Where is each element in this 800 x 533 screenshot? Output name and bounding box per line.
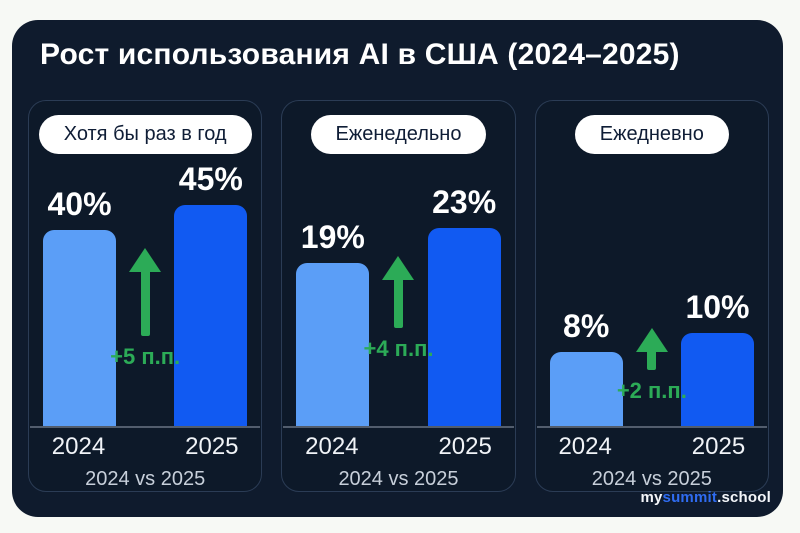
- delta-label: +4 п.п.: [363, 336, 434, 361]
- growth-annotation: +4 п.п.: [363, 256, 433, 362]
- bar-value-2025: 10%: [685, 289, 750, 325]
- bar-value-2025: 45%: [178, 161, 243, 197]
- bar-group-2024: 40%: [43, 186, 116, 426]
- bar-group-2024: 8%: [549, 308, 623, 426]
- growth-arrow-icon: [129, 248, 162, 336]
- panel-daily-label: Ежедневно: [599, 123, 704, 145]
- growth-annotation: +2 п.п.: [617, 328, 687, 404]
- x-tick-2025: 2025: [691, 433, 746, 460]
- x-tick-2025: 2025: [438, 433, 492, 460]
- logo-prefix: my: [640, 489, 663, 506]
- panel-daily: Ежедневно 8% 10%: [534, 100, 769, 492]
- bar-group-2025: 45%: [174, 161, 248, 426]
- growth-arrow-icon: [382, 256, 415, 328]
- panels-row: Хотя бы раз в год 40% 45%: [28, 100, 769, 492]
- panel-daily-pill: Ежедневно: [574, 115, 729, 154]
- x-tick-2024: 2024: [51, 433, 106, 460]
- growth-arrow-icon: [635, 328, 668, 370]
- comparison-footnote: 2024 vs 2025: [591, 468, 712, 490]
- panel-yearly-pill: Хотя бы раз в год: [38, 115, 252, 154]
- bar-group-2025: 10%: [680, 289, 754, 426]
- growth-annotation: +5 п.п.: [110, 248, 180, 370]
- x-axis-labels: 2024 2025: [282, 428, 514, 461]
- panel-yearly-chart: 40% 45% +5 п.п.: [30, 154, 261, 428]
- delta-label: +5 п.п.: [110, 344, 181, 369]
- infographic-card: Рост использования AI в США (2024–2025) …: [12, 20, 783, 517]
- delta-label: +2 п.п.: [616, 378, 687, 403]
- bar-value-2024: 40%: [47, 186, 112, 222]
- bar-2025: [427, 228, 501, 426]
- page-title: Рост использования AI в США (2024–2025): [40, 38, 680, 71]
- x-tick-2024: 2024: [558, 433, 612, 460]
- logo-highlight: summit: [662, 489, 718, 506]
- x-axis-labels: 2024 2025: [536, 428, 768, 461]
- bar-group-2024: 19%: [296, 219, 370, 426]
- bar-2024: [549, 352, 623, 426]
- bar-2025: [680, 333, 754, 426]
- brand-logo: mysummit.school: [640, 489, 771, 506]
- bar-group-2025: 23%: [427, 184, 501, 426]
- panel-weekly: Еженедельно 19% 23%: [281, 100, 516, 492]
- bar-2025: [174, 205, 248, 426]
- bar-2024: [296, 263, 370, 426]
- x-tick-2024: 2024: [305, 433, 359, 460]
- panel-weekly-chart: 19% 23% +4 п.п.: [283, 154, 514, 428]
- x-tick-2025: 2025: [185, 433, 239, 460]
- comparison-footnote: 2024 vs 2025: [338, 468, 459, 490]
- bar-value-2024: 19%: [300, 219, 365, 255]
- x-axis-labels: 2024 2025: [29, 428, 261, 461]
- panel-yearly-label: Хотя бы раз в год: [63, 123, 227, 145]
- panel-yearly: Хотя бы раз в год 40% 45%: [28, 100, 263, 492]
- bar-value-2025: 23%: [432, 184, 497, 220]
- panel-daily-chart: 8% 10% +2 п.п.: [536, 154, 767, 428]
- bar-value-2024: 8%: [563, 308, 610, 344]
- panel-weekly-pill: Еженедельно: [310, 115, 487, 154]
- comparison-footnote: 2024 vs 2025: [85, 468, 206, 490]
- panel-weekly-label: Еженедельно: [335, 123, 462, 145]
- logo-suffix: .school: [717, 489, 771, 506]
- bar-2024: [43, 230, 116, 426]
